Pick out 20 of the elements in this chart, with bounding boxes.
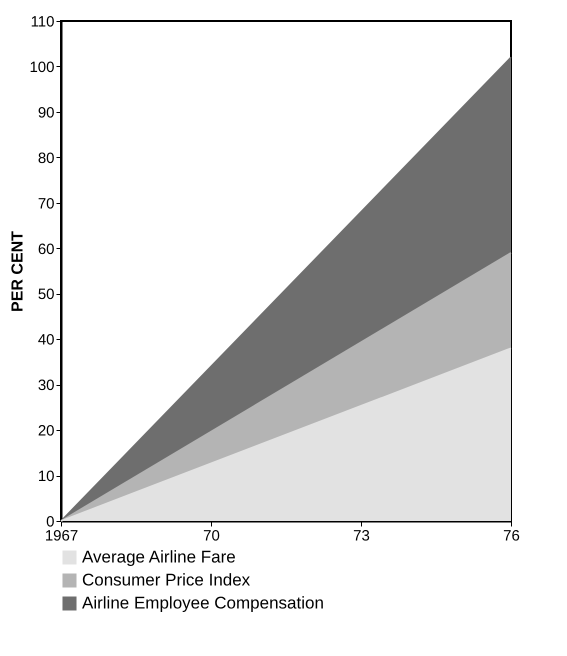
x-tick-label: 76 bbox=[503, 528, 520, 544]
x-tick-label: 70 bbox=[203, 528, 220, 544]
legend-label: Consumer Price Index bbox=[82, 570, 251, 590]
y-tick-label: 80 bbox=[38, 150, 54, 167]
y-tick-label: 30 bbox=[38, 377, 54, 394]
y-tick-label: 50 bbox=[38, 286, 54, 304]
legend-label: Average Airline Fare bbox=[82, 548, 236, 566]
x-tick-label: 1967 bbox=[44, 528, 78, 544]
y-tick-label: 100 bbox=[29, 58, 54, 76]
y-tick-label: 70 bbox=[38, 195, 54, 212]
y-tick-label: 90 bbox=[38, 104, 54, 122]
y-tick-label: 10 bbox=[38, 468, 54, 486]
y-tick-label: 40 bbox=[38, 332, 54, 349]
y-tick-label: 110 bbox=[30, 14, 54, 30]
y-tick-label: 20 bbox=[38, 422, 54, 440]
y-tick-label: 60 bbox=[38, 240, 54, 258]
x-tick-label: 73 bbox=[353, 528, 370, 544]
y-axis-title: PER CENT bbox=[9, 230, 26, 312]
y-tick-label: 0 bbox=[46, 514, 54, 530]
legend-label: Airline Employee Compensation bbox=[82, 594, 324, 612]
